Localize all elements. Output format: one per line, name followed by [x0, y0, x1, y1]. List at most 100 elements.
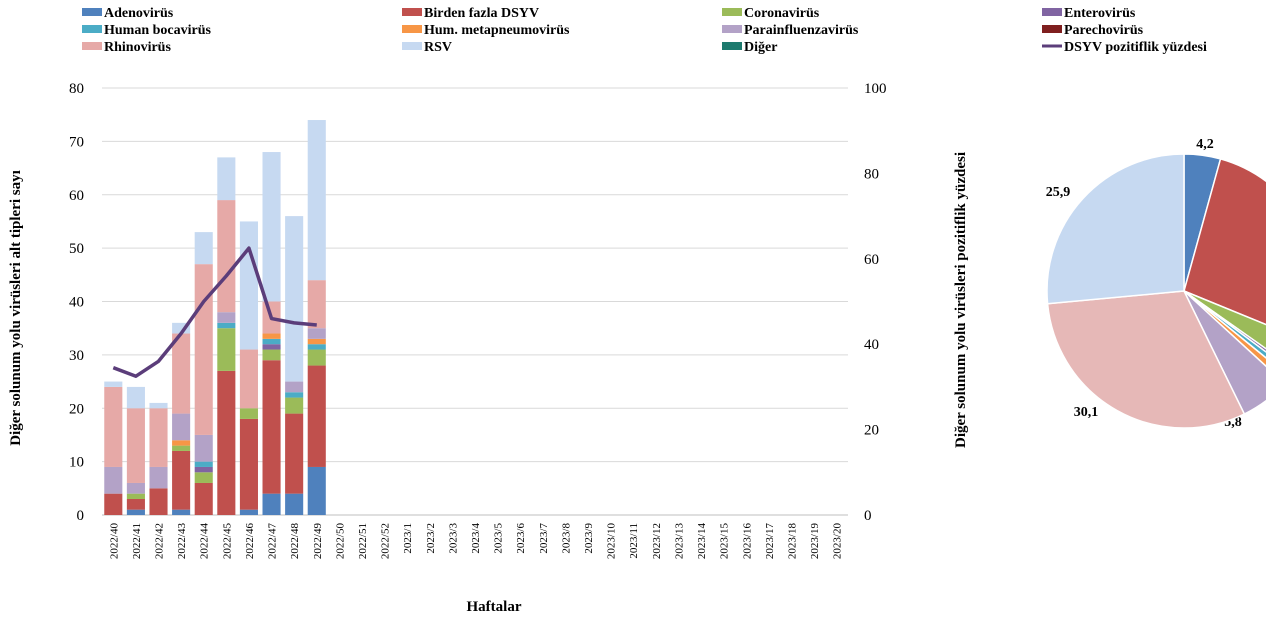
y2-axis-ticks: 0 20 40 60 80 100 [864, 81, 887, 524]
y2-tick-label: 20 [864, 423, 879, 439]
bar-rsv [285, 216, 304, 382]
x-tick-label: 2022/41 [131, 523, 143, 559]
bar-adenovir-s [172, 509, 191, 515]
legend-swatch-enterovir-s [1042, 8, 1062, 16]
x-tick-label: 2023/10 [606, 523, 618, 560]
x-tick-label: 2023/3 [447, 523, 459, 554]
bar-rsv [239, 221, 258, 350]
bar-hum-metapneumovir-s [172, 440, 191, 446]
bar-rsv [217, 157, 236, 201]
bar-birden-fazla-dsyv [307, 365, 326, 467]
positivity-line-group [112, 246, 317, 378]
x-tick-label: 2023/1 [402, 523, 414, 554]
bar-parainfluenzavir-s [307, 328, 326, 339]
bar-parainfluenzavir-s [285, 381, 304, 393]
legend-swatch-adenovir-s [82, 8, 102, 16]
y-tick-label: 0 [77, 508, 85, 524]
bar-hum-metapneumovir-s [262, 333, 281, 339]
bar-human-bocavir-s [194, 461, 213, 467]
y-axis-title: Diğer solunum yolu virüsleri alt tipleri… [8, 170, 24, 446]
pie-label: 30,1 [1074, 405, 1099, 420]
bar-birden-fazla-dsyv [262, 360, 281, 494]
x-tick-label: 2022/49 [312, 523, 324, 560]
legend: Adenovirüs Birden fazla DSYV Coronavirüs En… [82, 6, 1207, 55]
bar-rsv [104, 381, 123, 387]
legend-label-coronavir-s: Coronavirüs [744, 6, 820, 21]
x-tick-label: 2023/19 [809, 523, 821, 560]
x-tick-label: 2023/5 [493, 523, 505, 554]
legend-swatch-parechovir-s [1042, 25, 1062, 33]
legend-label-human-bocavir-s: Human bocavirüs [104, 23, 212, 38]
bar-parainfluenzavir-s [126, 482, 145, 494]
bar-coronavir-s [126, 493, 145, 499]
x-tick-label: 2022/43 [176, 523, 188, 560]
y-tick-label: 10 [69, 455, 84, 471]
legend-swatch-parainfluenzavir-s [722, 25, 742, 33]
bar-parainfluenzavir-s [149, 466, 168, 489]
legend-swatch-di-er [722, 42, 742, 50]
bar-human-bocavir-s [307, 344, 326, 350]
bar-adenovir-s [239, 509, 258, 515]
pie-slice-rsv [1046, 153, 1185, 305]
bar-coronavir-s [217, 328, 236, 371]
y-tick-label: 70 [69, 134, 84, 150]
bar-birden-fazla-dsyv [126, 498, 145, 510]
bar-birden-fazla-dsyv [285, 413, 304, 494]
x-tick-label: 2023/14 [696, 523, 708, 560]
bar-rhinovir-s [172, 333, 191, 414]
y-tick-label: 80 [69, 81, 84, 97]
pie-label: 25,9 [1046, 185, 1071, 200]
bar-coronavir-s [172, 445, 191, 451]
y-axis-ticks: 0 10 20 30 40 50 60 70 80 [69, 81, 84, 524]
x-tick-label: 2022/47 [267, 523, 279, 560]
x-tick-label: 2023/12 [651, 523, 663, 559]
bar-rsv [149, 402, 168, 409]
y-tick-label: 30 [69, 348, 84, 364]
bar-birden-fazla-dsyv [172, 450, 191, 510]
bar-rhinovir-s [239, 349, 258, 409]
gridlines [102, 87, 848, 516]
bar-coronavir-s [285, 397, 304, 414]
pie-slice-rhinovir-s [1046, 290, 1246, 429]
x-tick-label: 2023/6 [515, 523, 527, 554]
x-tick-label: 2022/48 [289, 523, 301, 560]
y2-tick-label: 100 [864, 81, 887, 97]
legend-swatch-birden-fazla-dsyv [402, 8, 422, 16]
bar-parainfluenzavir-s [194, 434, 213, 462]
bar-rhinovir-s [194, 264, 213, 435]
x-tick-label: 2023/9 [583, 523, 595, 554]
x-tick-label: 2023/15 [719, 523, 731, 560]
y2-axis-title: Diğer solunum yolu virüsleri pozitiflik … [953, 152, 969, 448]
bar-parainfluenzavir-s [104, 466, 123, 494]
positivity-line [112, 246, 317, 378]
x-tick-label: 2023/16 [741, 523, 753, 560]
bar-rhinovir-s [126, 408, 145, 483]
legend-label-hum-metapneumovir-s: Hum. metapneumovirüs [424, 23, 570, 38]
y-tick-label: 50 [69, 241, 84, 257]
bar-birden-fazla-dsyv [149, 488, 168, 515]
x-tick-label: 2022/45 [221, 523, 233, 560]
bar-birden-fazla-dsyv [194, 482, 213, 515]
bar-adenovir-s [307, 466, 326, 515]
bar-enterovir-s [262, 344, 281, 350]
x-axis-title: Haftalar [467, 599, 522, 615]
legend-label-dsyv-pozitiflik-y-zdesi: DSYV pozitiflik yüzdesi [1064, 40, 1207, 55]
x-tick-label: 2022/44 [199, 523, 211, 560]
x-tick-label: 2022/40 [108, 523, 120, 560]
x-tick-label: 2022/51 [357, 523, 369, 559]
bar-enterovir-s [194, 466, 213, 473]
legend-swatch-coronavir-s [722, 8, 742, 16]
x-tick-label: 2023/18 [786, 523, 798, 560]
bar-hum-metapneumovir-s [307, 338, 326, 345]
legend-label-birden-fazla-dsyv: Birden fazla DSYV [424, 6, 539, 21]
legend-swatch-rhinovir-s [82, 42, 102, 50]
x-tick-label: 2023/2 [425, 523, 437, 554]
legend-label-rhinovir-s: Rhinovirüs [104, 40, 171, 55]
bar-human-bocavir-s [285, 392, 304, 398]
bar-rhinovir-s [104, 386, 123, 467]
legend-swatch-human-bocavir-s [82, 25, 102, 33]
pie-slice-birden-fazla-dsyv [1183, 158, 1266, 326]
y2-tick-label: 40 [864, 337, 879, 353]
bar-parainfluenzavir-s [172, 413, 191, 441]
